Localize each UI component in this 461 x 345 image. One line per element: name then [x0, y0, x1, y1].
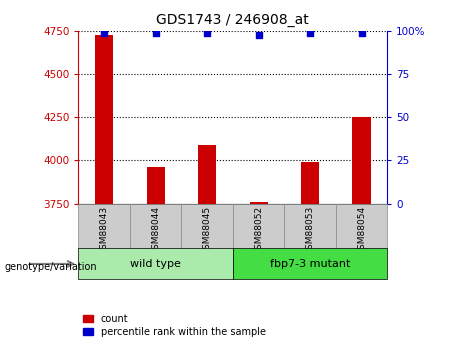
- Bar: [284, 204, 336, 248]
- Bar: [95, 34, 113, 204]
- Title: GDS1743 / 246908_at: GDS1743 / 246908_at: [156, 13, 309, 27]
- Point: [358, 30, 365, 36]
- Point: [203, 30, 211, 36]
- Bar: [198, 145, 216, 204]
- Text: GSM88044: GSM88044: [151, 206, 160, 255]
- Text: GSM88053: GSM88053: [306, 206, 314, 255]
- Text: wild type: wild type: [130, 259, 181, 269]
- Bar: [233, 204, 284, 248]
- Point: [255, 32, 262, 37]
- Legend: count, percentile rank within the sample: count, percentile rank within the sample: [83, 314, 266, 337]
- Point: [152, 30, 160, 36]
- Text: GSM88043: GSM88043: [100, 206, 109, 255]
- Bar: [353, 117, 371, 204]
- Text: fbp7-3 mutant: fbp7-3 mutant: [270, 259, 350, 269]
- Bar: [336, 204, 387, 248]
- Bar: [130, 204, 181, 248]
- Point: [306, 30, 313, 36]
- Text: GSM88054: GSM88054: [357, 206, 366, 255]
- Bar: [233, 248, 387, 279]
- Text: GSM88045: GSM88045: [202, 206, 212, 255]
- Text: GSM88052: GSM88052: [254, 206, 263, 255]
- Bar: [78, 248, 233, 279]
- Bar: [181, 204, 233, 248]
- Bar: [249, 202, 267, 204]
- Bar: [301, 162, 319, 204]
- Bar: [147, 167, 165, 204]
- Text: genotype/variation: genotype/variation: [5, 263, 97, 272]
- Bar: [78, 204, 130, 248]
- Point: [100, 30, 108, 36]
